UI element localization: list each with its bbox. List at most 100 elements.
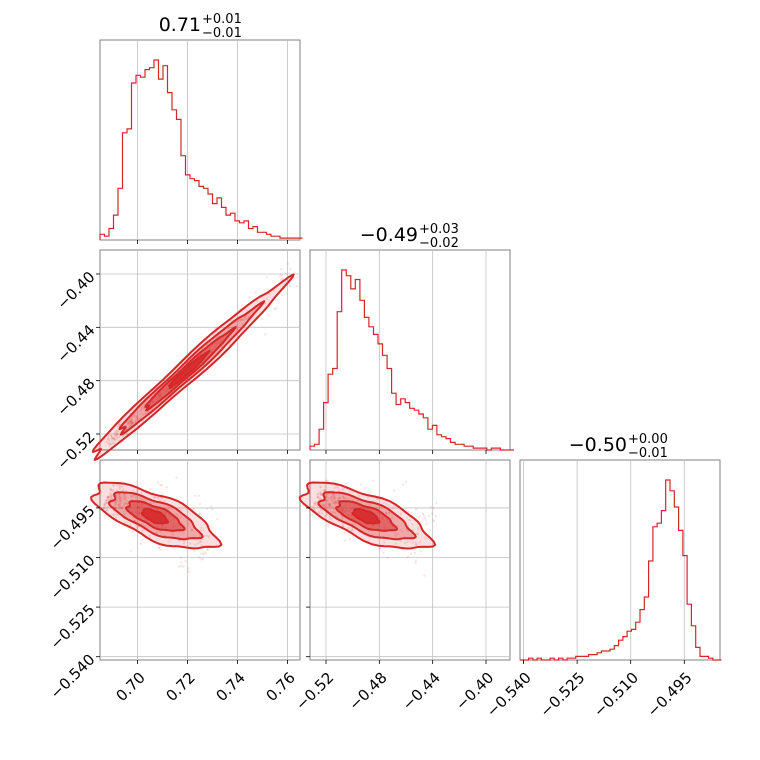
scatter-point <box>425 523 428 526</box>
tick-marks <box>325 450 487 454</box>
scatter-point <box>342 496 345 499</box>
scatter-point <box>156 481 160 484</box>
scatter-point <box>323 489 326 492</box>
scatter-point <box>313 502 317 506</box>
scatter-point <box>109 434 113 438</box>
scatter-point <box>131 422 134 425</box>
axis-frame <box>99 459 301 661</box>
scatter-point <box>351 522 354 526</box>
scatter-point <box>113 512 116 516</box>
scatter-point <box>332 501 335 504</box>
scatter-point <box>115 493 118 496</box>
scatter-point <box>180 564 183 568</box>
scatter-point <box>372 479 375 482</box>
scatter-point <box>335 484 338 488</box>
scatter-point <box>149 487 152 491</box>
scatter-point <box>391 507 394 510</box>
scatter-point <box>279 274 282 278</box>
scatter-point <box>316 496 320 499</box>
scatter-point <box>328 502 331 505</box>
scatter-point <box>153 496 156 499</box>
scatter-point <box>165 486 168 489</box>
scatter-point <box>118 507 121 510</box>
scatter-point <box>115 432 118 436</box>
scatter-point <box>289 267 292 271</box>
scatter-panel-p2-vs-p1: −0.40 −0.44 −0.48 −0.52 <box>53 249 301 473</box>
scatter-point <box>139 496 142 499</box>
scatter-point <box>125 489 128 493</box>
scatter-point <box>198 535 202 538</box>
scatter-point <box>118 498 121 501</box>
scatter-point <box>114 506 118 509</box>
scatter-point <box>109 434 113 437</box>
scatter-point <box>111 493 114 496</box>
scatter-point <box>286 262 290 265</box>
scatter-point <box>124 495 127 499</box>
y-tick-label: −0.525 <box>47 601 99 653</box>
scatter-point <box>319 494 322 497</box>
scatter-point <box>328 503 331 506</box>
x-tick-label: −0.525 <box>536 669 588 721</box>
scatter-point <box>280 293 284 297</box>
scatter-point <box>404 480 408 483</box>
scatter-point <box>427 514 431 518</box>
scatter-point <box>349 490 352 493</box>
scatter-point <box>115 513 118 516</box>
scatter-point <box>187 570 191 573</box>
scatter-point <box>431 512 434 515</box>
scatter-point <box>176 514 180 517</box>
scatter-point <box>200 558 203 561</box>
scatter-point <box>359 483 363 486</box>
scatter-point <box>123 496 127 499</box>
scatter-point <box>131 421 134 424</box>
scatter-point <box>113 439 117 442</box>
scatter-point <box>344 482 348 486</box>
scatter-point <box>115 483 119 486</box>
scatter-point <box>144 412 147 415</box>
scatter-point <box>131 422 135 425</box>
scatter-point <box>406 529 410 533</box>
scatter-point <box>419 550 422 553</box>
contour-line-level-4 <box>168 349 211 390</box>
scatter-point <box>417 528 420 532</box>
scatter-point <box>267 314 270 317</box>
tick-marks <box>137 240 288 244</box>
scatter-point <box>161 492 164 496</box>
scatter-point <box>105 509 108 512</box>
scatter-point <box>336 515 339 518</box>
scatter-point <box>325 513 329 516</box>
scatter-point <box>343 497 346 500</box>
scatter-point <box>104 499 108 502</box>
scatter-point <box>406 540 409 543</box>
scatter-point <box>130 418 133 422</box>
scatter-point <box>382 551 385 554</box>
scatter-point <box>108 495 111 498</box>
scatter-point <box>409 552 413 556</box>
scatter-point <box>140 538 144 542</box>
scatter-point <box>130 495 133 498</box>
scatter-point <box>118 505 121 508</box>
scatter-point <box>338 489 341 492</box>
scatter-point <box>159 548 163 551</box>
scatter-point <box>142 413 145 416</box>
scatter-point <box>414 541 417 544</box>
y-tick-label: −0.52 <box>53 428 98 473</box>
scatter-point <box>182 542 186 545</box>
x-tick-label: 0.70 <box>112 669 148 705</box>
scatter-point <box>323 503 327 506</box>
scatter-point <box>326 500 329 503</box>
scatter-point <box>212 333 215 336</box>
scatter-point <box>241 318 244 321</box>
scatter-point <box>159 530 162 533</box>
scatter-point <box>119 484 122 488</box>
scatter-point <box>114 503 117 506</box>
scatter-point <box>386 556 389 560</box>
scatter-point <box>113 500 117 503</box>
scatter-point <box>349 497 352 500</box>
contour-line-level-2 <box>118 300 266 436</box>
scatter-point <box>327 503 331 506</box>
panel-title-upper: +0.00 <box>628 432 668 447</box>
scatter-point <box>199 526 203 530</box>
contour-line-level-4 <box>351 508 381 525</box>
scatter-point <box>201 538 204 541</box>
